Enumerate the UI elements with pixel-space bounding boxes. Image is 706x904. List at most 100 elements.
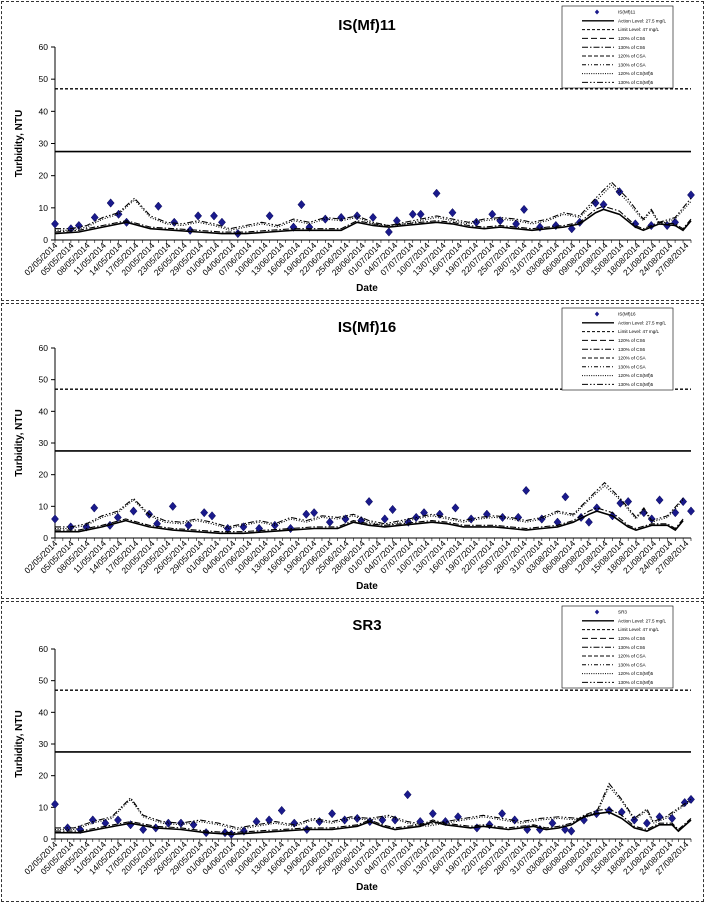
data-point xyxy=(194,211,203,221)
data-point xyxy=(671,508,680,518)
y-tick-label: 30 xyxy=(39,438,49,448)
data-point xyxy=(388,504,397,515)
data-point xyxy=(106,198,115,208)
x-axis-title: Date xyxy=(356,581,378,592)
y-tick-label: 60 xyxy=(39,644,49,654)
legend-label: 130% of CSA xyxy=(618,62,647,67)
legend-label: IS(Mf)11 xyxy=(618,10,636,15)
y-tick-label: 10 xyxy=(39,501,49,511)
data-point xyxy=(328,809,336,819)
data-point xyxy=(435,509,444,519)
y-tick-label: 60 xyxy=(39,343,49,353)
legend-label: 120% of CSA xyxy=(618,54,647,59)
data-point xyxy=(88,815,97,825)
legend-label: IS(Mf)16 xyxy=(618,312,636,317)
legend-label: Limit Level: 47 mg/L xyxy=(618,27,660,32)
data-point xyxy=(74,220,83,231)
legend-label: 120% of CS(Mf)5 xyxy=(618,373,654,378)
data-point xyxy=(592,503,601,513)
data-point xyxy=(76,824,85,835)
data-point xyxy=(615,187,624,197)
data-point xyxy=(420,508,428,518)
data-point xyxy=(416,209,425,219)
legend-label: 130% of CS6 xyxy=(618,347,646,352)
data-point xyxy=(200,508,209,518)
data-point xyxy=(671,217,680,227)
data-point xyxy=(454,812,462,822)
legend-label: SR3 xyxy=(618,610,627,615)
data-point xyxy=(369,212,377,223)
y-axis-title: Turbidity, NTU xyxy=(14,409,25,476)
legend-label: 130% of CS(Mf)5 xyxy=(618,80,654,85)
series-line xyxy=(55,485,684,530)
data-point xyxy=(51,219,59,229)
chart-svg: SR3010203040506002/05/201405/05/201408/0… xyxy=(14,605,695,893)
legend-label: 120% of CS(Mf)5 xyxy=(618,671,654,676)
series-line xyxy=(55,510,684,535)
legend-marker xyxy=(594,311,600,317)
data-point xyxy=(567,224,576,234)
monitoring-points xyxy=(51,187,695,239)
data-point xyxy=(561,824,569,835)
data-point xyxy=(591,198,600,208)
data-point xyxy=(51,514,59,524)
data-point xyxy=(325,517,334,527)
legend-label: 130% of CS(Mf)5 xyxy=(618,680,654,685)
y-tick-label: 60 xyxy=(39,42,49,52)
data-point xyxy=(624,496,633,507)
data-point xyxy=(154,201,163,211)
data-point xyxy=(90,503,99,513)
data-point xyxy=(337,212,346,223)
legend-label: 120% of CS6 xyxy=(618,338,646,343)
data-point xyxy=(208,511,216,521)
data-point xyxy=(252,816,261,827)
data-point xyxy=(265,815,274,825)
legend-label: 120% of CSA xyxy=(618,654,647,659)
data-point xyxy=(403,790,412,800)
legend: IS(Mf)16 Action Level: 27.5 mg/L Limit Lev… xyxy=(561,307,674,391)
chart-title: IS(Mf)16 xyxy=(338,319,396,336)
y-tick-label: 10 xyxy=(39,802,49,812)
data-point xyxy=(297,200,306,210)
data-point xyxy=(186,225,195,235)
series-line xyxy=(55,811,692,836)
legend-label: 130% of CSA xyxy=(618,662,647,667)
y-axis-title: Turbidity, NTU xyxy=(14,710,25,777)
data-point xyxy=(488,209,497,219)
legend-box xyxy=(561,307,674,391)
series-line xyxy=(55,785,692,831)
series-line xyxy=(55,507,684,533)
series-line xyxy=(55,808,692,834)
data-point xyxy=(170,217,179,227)
legend-label: Limit Level: 47 mg/L xyxy=(618,627,660,632)
data-point xyxy=(310,508,319,518)
y-tick-label: 50 xyxy=(39,375,49,385)
monitoring-points xyxy=(51,790,695,839)
legend-label: 120% of CS6 xyxy=(618,36,646,41)
data-point xyxy=(498,809,507,819)
data-point xyxy=(548,818,557,828)
legend-label: 120% of CSA xyxy=(618,356,647,361)
data-point xyxy=(655,495,664,505)
y-tick-label: 0 xyxy=(43,235,48,245)
data-point xyxy=(428,809,437,819)
chart-panel: IS(Mf)11 0 10 20 30 40 50 60 02/05/2014 05/05/201… xyxy=(1,1,704,301)
data-point xyxy=(139,824,148,835)
data-point xyxy=(567,826,576,836)
data-point xyxy=(687,506,695,516)
y-tick-label: 50 xyxy=(39,676,49,686)
legend-label: 120% of CS6 xyxy=(618,636,646,641)
data-point xyxy=(514,512,523,523)
legend-label: Action Level: 27.5 mg/L xyxy=(618,618,666,623)
chart-title: SR3 xyxy=(352,617,381,634)
data-point xyxy=(687,190,695,200)
legend-label: Action Level: 27.5 mg/L xyxy=(618,320,666,325)
series-line xyxy=(55,782,692,829)
legend: IS(Mf)11 Action Level: 27.5 mg/L Limit Lev… xyxy=(561,5,674,89)
y-tick-label: 40 xyxy=(39,106,49,116)
x-axis-title: Date xyxy=(356,283,378,294)
chart-panel: IS(Mf)16 0 10 20 30 40 50 60 02/05/2014 05/05/201… xyxy=(1,303,704,599)
chart-title: IS(Mf)11 xyxy=(338,17,396,34)
y-tick-label: 40 xyxy=(39,406,49,416)
